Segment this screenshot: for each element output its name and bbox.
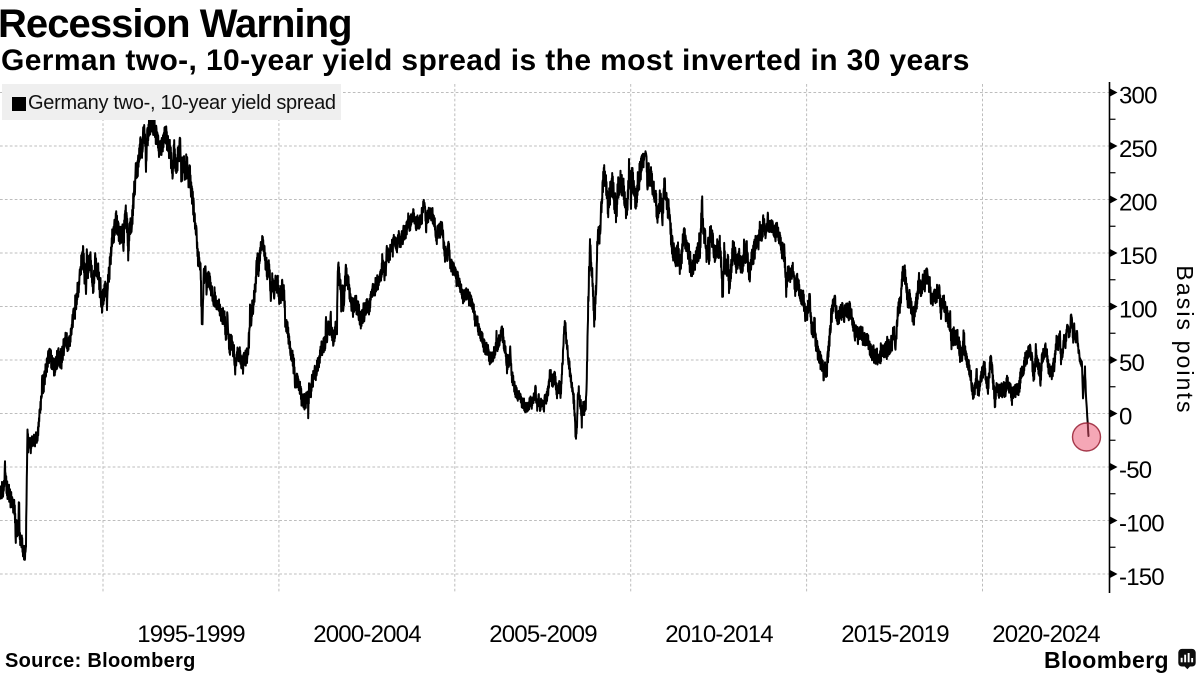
svg-text:200: 200 [1119,190,1157,217]
svg-text:50: 50 [1119,350,1145,377]
svg-text:-150: -150 [1119,564,1164,591]
svg-text:-100: -100 [1119,511,1164,538]
svg-text:2010-2014: 2010-2014 [665,621,773,648]
svg-text:300: 300 [1119,83,1157,110]
svg-text:-50: -50 [1119,457,1152,484]
svg-text:100: 100 [1119,297,1157,324]
svg-text:2020-2024: 2020-2024 [992,621,1100,648]
svg-text:Basis points: Basis points [1172,265,1198,414]
svg-text:0: 0 [1119,404,1132,431]
svg-text:1995-1999: 1995-1999 [137,621,245,648]
svg-text:2000-2004: 2000-2004 [313,621,421,648]
svg-text:250: 250 [1119,136,1157,163]
svg-text:2015-2019: 2015-2019 [841,621,949,648]
svg-text:150: 150 [1119,243,1157,270]
svg-text:2005-2009: 2005-2009 [489,621,597,648]
